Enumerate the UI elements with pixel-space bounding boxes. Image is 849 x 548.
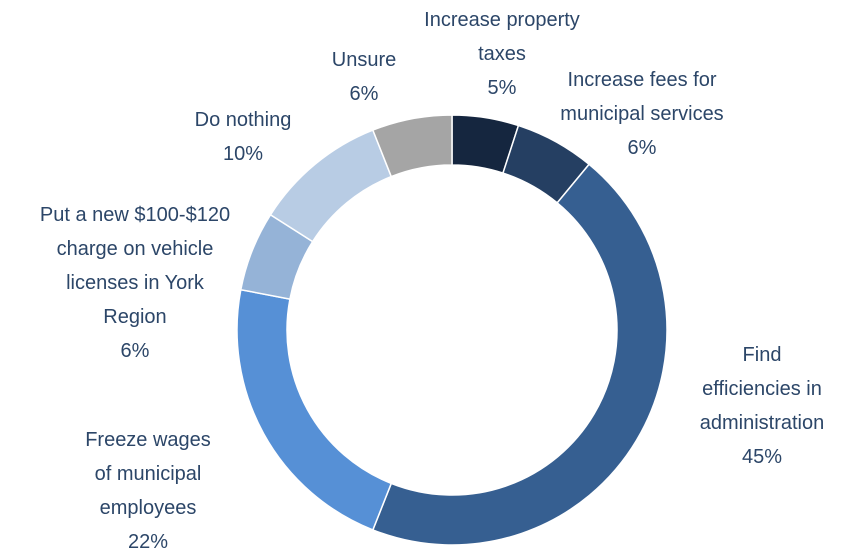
donut-segment [371, 163, 668, 546]
segment-label: Increase fees for municipal services 6% [522, 63, 762, 165]
value-label: 6% [349, 83, 379, 105]
segment-label: Find efficiencies in administration 45% [642, 338, 849, 474]
category-label: Increase property taxes [424, 9, 580, 65]
donut-segment [371, 114, 453, 178]
category-label: Increase fees for municipal services [560, 69, 724, 125]
category-label: Put a new $100-$120 charge on vehicle li… [39, 204, 231, 328]
segment-label: Increase property taxes 5% [382, 3, 622, 105]
value-label: 5% [487, 77, 517, 99]
category-label: Do nothing [194, 109, 292, 131]
value-label: 22% [127, 531, 169, 548]
category-label: Unsure [331, 49, 397, 71]
value-label: 10% [222, 143, 264, 165]
category-label: Freeze wages of municipal employees [85, 429, 211, 519]
value-label: 45% [741, 446, 783, 468]
segment-label: Do nothing 10% [123, 103, 363, 171]
segment-label: Freeze wages of municipal employees 22% [28, 423, 268, 548]
value-label: 6% [120, 340, 150, 362]
segment-label: Unsure 6% [244, 43, 484, 111]
value-label: 6% [627, 137, 657, 159]
segment-label: Put a new $100-$120 charge on vehicle li… [15, 198, 255, 368]
category-label: Find efficiencies in administration [699, 344, 825, 434]
